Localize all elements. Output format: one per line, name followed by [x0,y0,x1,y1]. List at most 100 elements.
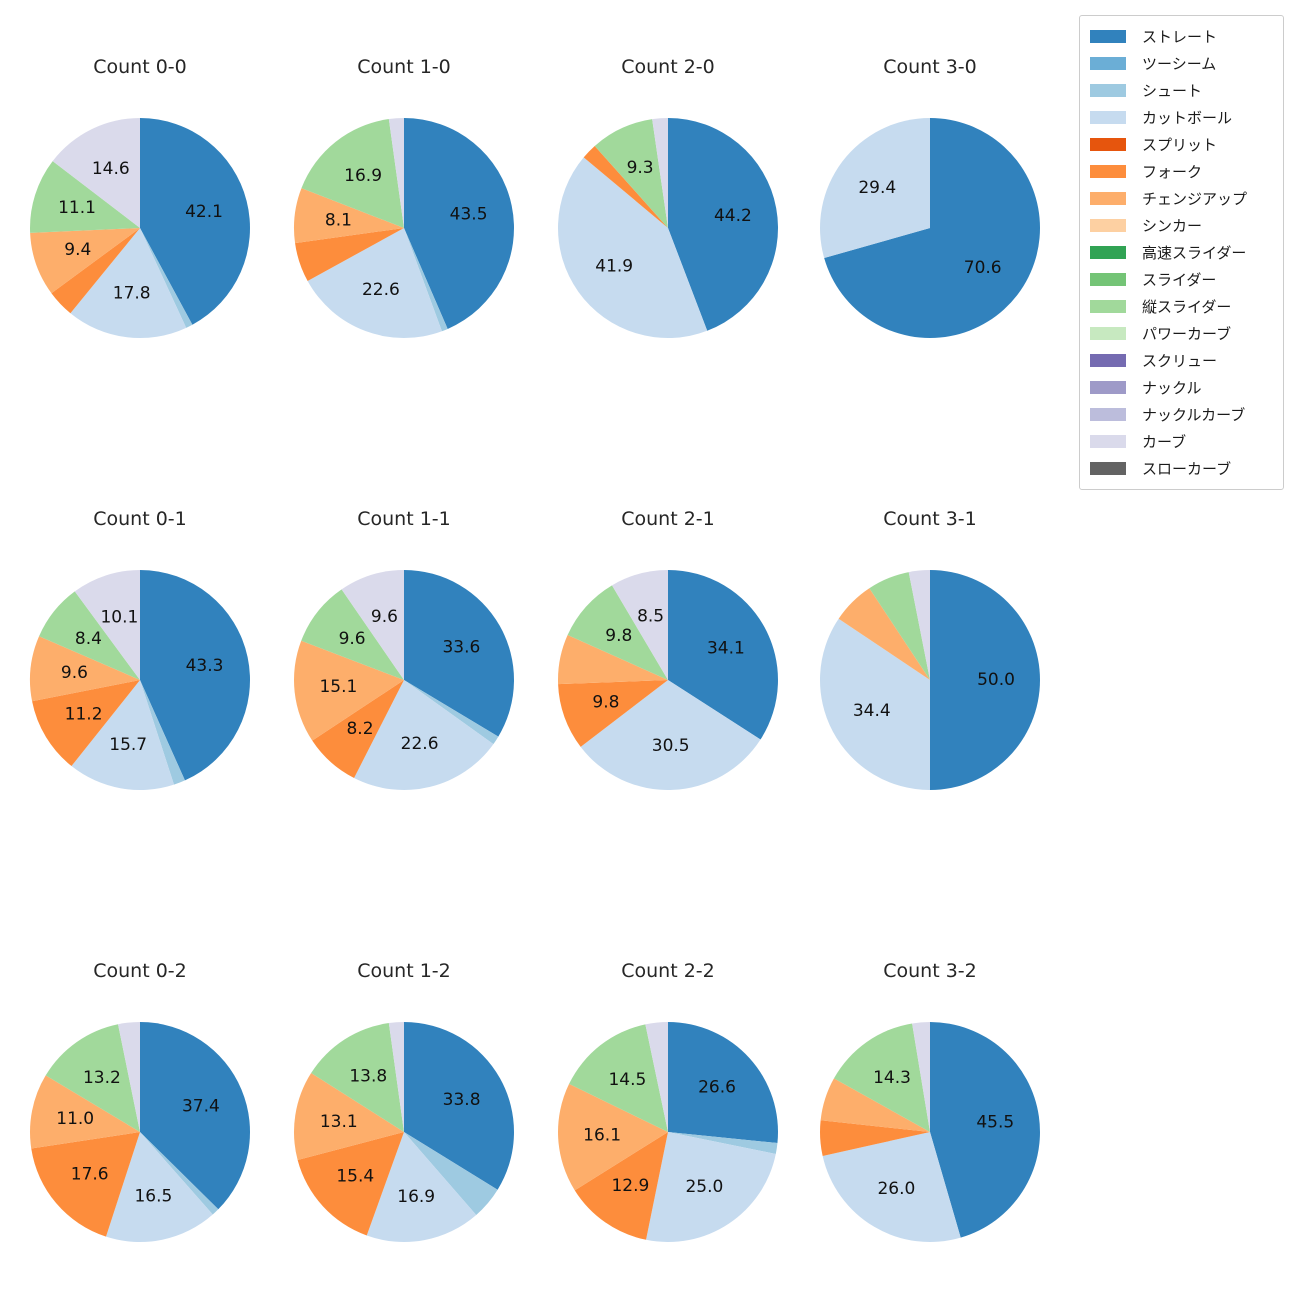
pie-svg: 33.6 22.6 8.2 15.1 9.69.6 [293,570,515,791]
legend-item-label: フォーク [1142,163,1203,181]
legend-color-swatch [1090,111,1126,124]
legend-item: ストレート [1090,23,1274,50]
legend-color-swatch [1090,84,1126,97]
legend-item-label: シンカー [1142,217,1203,235]
pie-slice-チェンジアップ [820,1078,930,1132]
pie-slice-カットボール [307,228,442,338]
pie-slice-フォーク [558,680,668,747]
legend-item: シュート [1090,77,1274,104]
chart-title: Count 0-0 [93,56,187,78]
pie-chart-count-2-2: Count 2-2 26.6 25.0 12.9 16.1 14.5 [536,904,800,1300]
legend-item-label: 高速スライダー [1142,244,1247,262]
pie-chart-count-2-1: Count 2-1 34.1 30.5 9.8 9.8 8.5 [536,452,800,848]
slice-percent-label: 14.5 [608,1070,646,1090]
legend-color-swatch [1090,462,1126,475]
pie-slice-フォーク [295,228,404,281]
slice-percent-label: 8.2 [346,719,373,739]
legend-item-label: ストレート [1142,28,1218,46]
pie-chart-count-0-2: Count 0-2 37.4 16.5 17.6 11.0 13.2 [8,904,272,1300]
pie-slice-ストレート [668,1022,778,1144]
slice-percent-label: 34.1 [707,638,745,658]
legend-color-swatch [1090,219,1126,232]
slice-percent-label: 8.4 [75,629,102,649]
pie-slice-ストレート [140,1022,250,1210]
slice-percent-label: 34.4 [853,701,891,721]
pie-slice-カットボール [366,1132,477,1243]
slice-percent-label: 43.3 [186,656,224,676]
pie-slice-チェンジアップ [293,640,404,741]
pie-slice-フォーク [297,1132,404,1236]
pie-svg: 33.8 16.9 15.4 13.1 13.8 [294,1022,515,1243]
legend-item: スローカーブ [1090,455,1274,482]
pie-slice-カーブ [388,1022,404,1132]
pie-slice-カーブ [74,570,140,680]
pie-chart-count-1-0: Count 1-0 43.5 22.6 8.1 16.9 [272,0,536,396]
legend-item: スライダー [1090,266,1274,293]
chart-title: Count 3-0 [883,56,977,78]
slice-percent-label: 33.6 [442,638,480,658]
pie-chart-count-3-2: Count 3-2 45.5 26.0 14.3 [798,904,1062,1300]
slice-percent-label: 9.6 [371,607,398,627]
slice-percent-label: 13.1 [320,1112,358,1132]
slice-percent-label: 29.4 [858,178,896,198]
pie-slice-縦スライダー [569,1024,668,1132]
legend-item: スクリュー [1090,347,1274,374]
pie-slice-縦スライダー [311,1023,404,1132]
legend-item-label: ツーシーム [1142,55,1217,73]
slice-percent-label: 11.2 [65,704,103,724]
legend-item: チェンジアップ [1090,185,1274,212]
legend-color-swatch [1090,57,1126,70]
slice-percent-label: 9.8 [605,626,632,646]
chart-title: Count 0-2 [93,960,187,982]
legend-color-swatch [1090,138,1126,151]
pie-slice-ストレート [404,1022,515,1190]
pie-chart-count-1-2: Count 1-2 33.8 16.9 15.4 13.1 13.8 [272,904,536,1300]
pie-slice-縦スライダー [833,1023,930,1132]
legend-color-swatch [1090,408,1126,421]
slice-percent-label: 33.8 [443,1090,481,1110]
slice-percent-label: 13.8 [349,1067,387,1087]
legend-item: ナックルカーブ [1090,401,1274,428]
slice-percent-label: 50.0 [977,670,1015,690]
slice-percent-label: 17.8 [113,284,151,304]
legend-item-label: パワーカーブ [1142,325,1232,343]
pie-slice-カットボール [71,680,174,791]
pie-svg: 37.4 16.5 17.6 11.0 13.2 [30,1022,250,1243]
pie-slice-チェンジアップ [558,635,668,685]
slice-percent-label: 17.6 [71,1165,109,1185]
legend-item-label: カーブ [1142,433,1187,451]
pie-slice-チェンジアップ [558,1083,668,1191]
pie-slice-フォーク [574,1132,668,1240]
pie-slice-シュート [140,680,185,785]
pie-slice-チェンジアップ [293,188,404,244]
pie-slice-カーブ [52,117,140,228]
pie-slice-フォーク [32,680,140,767]
pie-slice-カットボール [580,680,761,790]
slice-percent-label: 25.0 [685,1177,723,1197]
pie-slice-カーブ [645,1022,668,1132]
pie-slice-縦スライダー [301,119,404,228]
pie-slice-ストレート [824,118,1041,338]
slice-percent-label: 15.4 [336,1167,374,1187]
legend-item: スプリット [1090,131,1274,158]
legend-item-label: スクリュー [1142,352,1218,370]
legend-color-swatch [1090,192,1126,205]
slice-percent-label: 9.3 [627,158,654,178]
pie-slice-ストレート [404,118,514,329]
pie-slice-カットボール [557,157,708,339]
slice-percent-label: 8.1 [325,210,352,230]
slice-percent-label: 26.0 [877,1179,915,1199]
slice-percent-label: 16.1 [583,1126,621,1146]
legend-color-swatch [1090,354,1126,367]
pie-slice-カーブ [341,570,404,680]
pie-slice-カットボール [822,1132,961,1242]
slice-percent-label: 12.9 [611,1176,649,1196]
pie-slice-縦スライダー [39,591,140,680]
legend-color-swatch [1090,300,1126,313]
pie-slice-カットボール [646,1132,776,1242]
slice-percent-label: 9.6 [61,663,88,683]
slice-percent-label: 14.3 [873,1068,911,1088]
pie-slice-シュート [404,1132,498,1215]
pie-slice-シュート [668,1132,778,1154]
